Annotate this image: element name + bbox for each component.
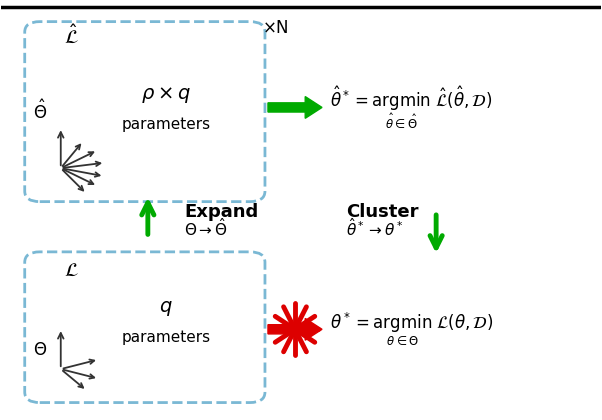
Text: $q$: $q$ bbox=[159, 299, 173, 318]
Text: $\Theta$: $\Theta$ bbox=[33, 341, 47, 359]
Polygon shape bbox=[268, 318, 322, 340]
Text: $\rho \times q$: $\rho \times q$ bbox=[141, 85, 191, 105]
Text: $\mathcal{L}$: $\mathcal{L}$ bbox=[64, 261, 79, 280]
Text: $\theta^* = \underset{\theta\in\Theta}{\mathrm{argmin}}\;\mathcal{L}(\theta, \ma: $\theta^* = \underset{\theta\in\Theta}{\… bbox=[330, 311, 493, 347]
Text: $\hat{\theta}^* = \underset{\hat{\theta}\in\hat{\Theta}}{\mathrm{argmin}}\;\hat{: $\hat{\theta}^* = \underset{\hat{\theta}… bbox=[330, 85, 492, 130]
Text: $\hat{\theta}^* \rightarrow \theta^*$: $\hat{\theta}^* \rightarrow \theta^*$ bbox=[346, 217, 404, 239]
Text: $\Theta \rightarrow \hat{\Theta}$: $\Theta \rightarrow \hat{\Theta}$ bbox=[184, 217, 228, 239]
Text: $\times$N: $\times$N bbox=[262, 19, 289, 37]
Text: Cluster: Cluster bbox=[346, 203, 418, 220]
Text: parameters: parameters bbox=[121, 330, 211, 345]
Polygon shape bbox=[268, 97, 322, 118]
Text: parameters: parameters bbox=[121, 117, 211, 132]
Text: $\hat{\Theta}$: $\hat{\Theta}$ bbox=[33, 100, 47, 123]
Text: $\hat{\mathcal{L}}$: $\hat{\mathcal{L}}$ bbox=[64, 25, 79, 48]
Text: Expand: Expand bbox=[184, 203, 258, 220]
